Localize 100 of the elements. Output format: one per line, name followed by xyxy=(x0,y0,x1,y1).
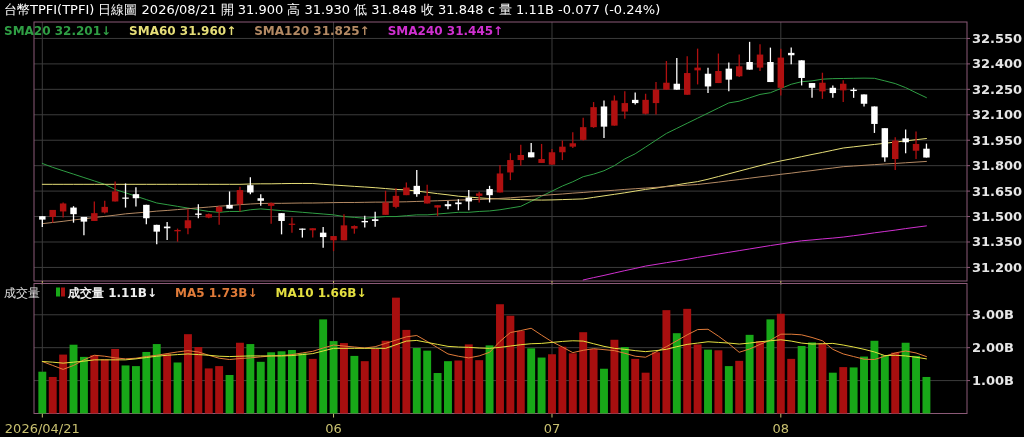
candlestick xyxy=(215,205,223,226)
bar xyxy=(381,340,390,414)
bar xyxy=(288,349,296,414)
bar xyxy=(48,376,57,414)
line-series xyxy=(41,339,927,364)
bar xyxy=(163,353,172,414)
bar xyxy=(766,319,775,414)
bar xyxy=(475,360,484,414)
bar xyxy=(423,350,432,414)
bar xyxy=(631,358,640,414)
bar xyxy=(38,371,47,414)
bar xyxy=(444,361,452,414)
bar xyxy=(121,365,130,414)
bar xyxy=(79,356,88,414)
bar xyxy=(828,372,837,414)
text: SMA120 31.825↑ xyxy=(254,24,370,38)
candlestick xyxy=(902,128,909,154)
bar xyxy=(548,354,556,414)
bar xyxy=(693,344,702,414)
bar xyxy=(756,341,764,414)
line-series xyxy=(582,225,927,281)
x-tick-label: 07 xyxy=(543,420,561,436)
bar xyxy=(870,340,879,414)
bar xyxy=(319,319,328,414)
bar xyxy=(350,355,359,414)
y-tick-label: 31.500 xyxy=(972,209,1023,225)
candlestick xyxy=(798,59,805,87)
bar xyxy=(797,346,806,414)
candlestick xyxy=(808,82,816,99)
bar xyxy=(371,348,380,414)
candlestick xyxy=(91,200,98,222)
bar xyxy=(568,353,577,414)
bar xyxy=(194,347,203,414)
y-tick-label: 2.00B xyxy=(972,340,1014,356)
bar xyxy=(402,329,411,414)
bar xyxy=(516,330,525,414)
bar xyxy=(610,339,619,414)
x-tick-label: 2026/04/21 xyxy=(4,420,80,436)
bar xyxy=(100,359,109,414)
candlestick xyxy=(725,61,733,93)
bar xyxy=(776,313,785,414)
bar xyxy=(215,366,224,414)
bar xyxy=(672,333,681,414)
text: SMA20 32.201↓ xyxy=(4,24,112,38)
candlestick xyxy=(819,72,826,100)
candlestick xyxy=(559,139,566,161)
legend-label: 成交量 1.11B↓ xyxy=(67,285,157,300)
bar xyxy=(860,356,868,414)
candlestick xyxy=(267,201,275,225)
line-series xyxy=(41,138,927,201)
candlestick xyxy=(652,81,660,116)
bar xyxy=(589,348,598,414)
y-tick-label: 32.250 xyxy=(972,81,1023,97)
bar xyxy=(277,351,286,414)
bar xyxy=(600,368,608,414)
bar xyxy=(506,315,515,414)
candlestick xyxy=(496,164,504,194)
bar xyxy=(683,308,692,414)
candlestick xyxy=(683,55,691,96)
bar xyxy=(131,366,140,414)
x-tick-label: 06 xyxy=(325,420,342,436)
text: MA10 1.66B↓ xyxy=(275,285,367,300)
candlestick xyxy=(340,213,348,241)
bar xyxy=(329,341,338,414)
bar xyxy=(173,362,182,414)
bar xyxy=(818,343,827,414)
bar xyxy=(652,352,660,414)
text: SMA60 31.960↑ xyxy=(129,24,237,38)
bar xyxy=(235,342,244,414)
candlestick xyxy=(444,200,452,210)
bar xyxy=(704,349,712,414)
bar xyxy=(724,366,733,414)
line-series xyxy=(41,327,927,370)
bar xyxy=(527,348,536,414)
bar xyxy=(787,358,796,414)
bar xyxy=(641,372,650,414)
y-tick-label: 1.00B xyxy=(972,373,1014,389)
bar xyxy=(922,376,931,414)
y-tick-label: 3.00B xyxy=(972,307,1014,323)
bar xyxy=(256,361,265,414)
candlestick xyxy=(278,212,285,236)
candlestick xyxy=(132,186,140,208)
chart-title: 成交量 xyxy=(4,285,40,300)
bar xyxy=(880,355,889,414)
bar xyxy=(433,373,442,414)
candlestick xyxy=(673,57,681,91)
y-tick-label: 31.650 xyxy=(972,183,1023,199)
bar xyxy=(558,346,567,414)
bar xyxy=(267,352,276,414)
candlestick xyxy=(746,41,753,71)
candlestick xyxy=(756,43,764,72)
bar xyxy=(901,342,910,414)
x-tick-label: 08 xyxy=(772,420,790,436)
bar xyxy=(891,352,900,414)
y-tick-label: 32.100 xyxy=(972,107,1023,123)
bar xyxy=(111,348,120,414)
bar xyxy=(246,344,255,414)
bar xyxy=(537,357,546,414)
candlestick xyxy=(871,105,878,134)
bar xyxy=(485,345,494,414)
